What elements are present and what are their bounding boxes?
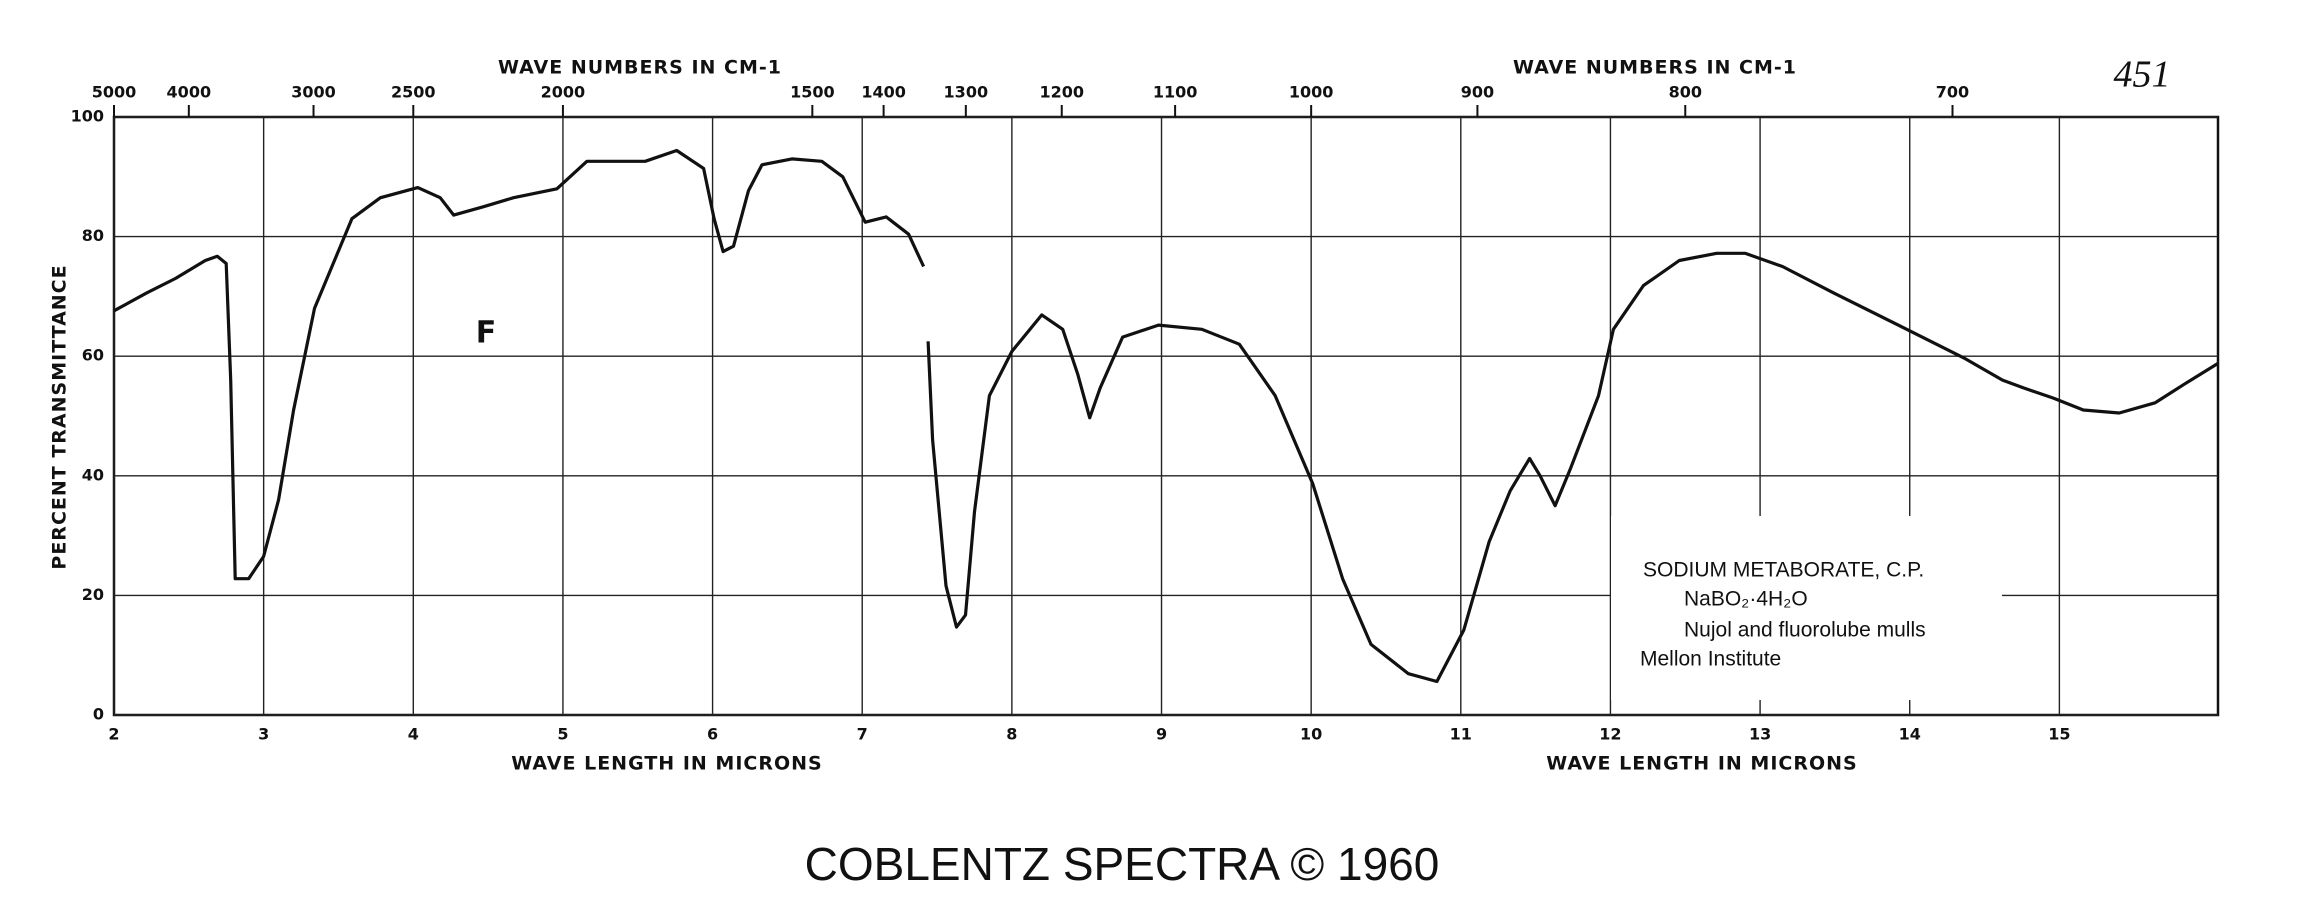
top-tick-label: 3000 (291, 83, 336, 102)
y-tick-label: 60 (82, 346, 104, 365)
top-tick-label: 4000 (167, 83, 212, 102)
y-tick-label: 80 (82, 226, 104, 245)
x-tick-label: 6 (707, 725, 718, 744)
top-tick-label: 5000 (92, 83, 137, 102)
x-tick-label: 4 (408, 725, 419, 744)
top-tick-label: 2500 (391, 83, 436, 102)
y-tick-label: 40 (82, 465, 104, 484)
page-number: 451 (2114, 54, 2171, 96)
top-axis-title: WAVE NUMBERS IN CM-1 (1513, 57, 1797, 79)
annotation-line: Nujol and fluorolube mulls (1684, 619, 1926, 642)
annotation-line: NaBO₂·4H₂O (1684, 588, 1808, 611)
y-tick-label: 0 (93, 705, 104, 724)
x-tick-label: 13 (1749, 725, 1771, 744)
top-tick-label: 1400 (861, 83, 906, 102)
x-tick-label: 14 (1899, 725, 1921, 744)
mark-letter: F (476, 316, 497, 351)
y-tick-label: 20 (82, 585, 104, 604)
annotation-line: Mellon Institute (1640, 648, 1781, 671)
top-tick-label: 1500 (790, 83, 835, 102)
x-tick-label: 15 (2048, 725, 2070, 744)
x-tick-label: 3 (258, 725, 269, 744)
annotation-line: SODIUM METABORATE, C.P. (1643, 559, 1924, 582)
top-tick-label: 1300 (944, 83, 989, 102)
top-tick-label: 1100 (1153, 83, 1198, 102)
footer: COBLENTZ SPECTRA © 1960 (805, 838, 1440, 890)
x-tick-label: 7 (857, 725, 868, 744)
x-tick-label: 2 (108, 725, 119, 744)
top-axis-title: WAVE NUMBERS IN CM-1 (498, 57, 782, 79)
top-tick-label: 1000 (1289, 83, 1334, 102)
x-tick-label: 8 (1006, 725, 1017, 744)
x-tick-label: 10 (1300, 725, 1322, 744)
top-tick-label: 800 (1669, 83, 1702, 102)
top-tick-label: 2000 (541, 83, 586, 102)
y-axis-title: PERCENT TRANSMITTANCE (49, 264, 71, 569)
x-tick-label: 9 (1156, 725, 1167, 744)
annotation-box (1611, 516, 2002, 700)
top-tick-label: 900 (1461, 83, 1494, 102)
y-tick-label: 100 (71, 107, 104, 126)
top-tick-label: 700 (1936, 83, 1969, 102)
spectrum-line (113, 148, 2219, 684)
x-tick-label: 12 (1599, 725, 1621, 744)
x-axis-title: WAVE LENGTH IN MICRONS (1546, 753, 1857, 775)
x-tick-label: 11 (1450, 725, 1472, 744)
x-tick-label: 5 (557, 725, 568, 744)
x-axis-title: WAVE LENGTH IN MICRONS (511, 753, 822, 775)
top-tick-label: 1200 (1039, 83, 1084, 102)
